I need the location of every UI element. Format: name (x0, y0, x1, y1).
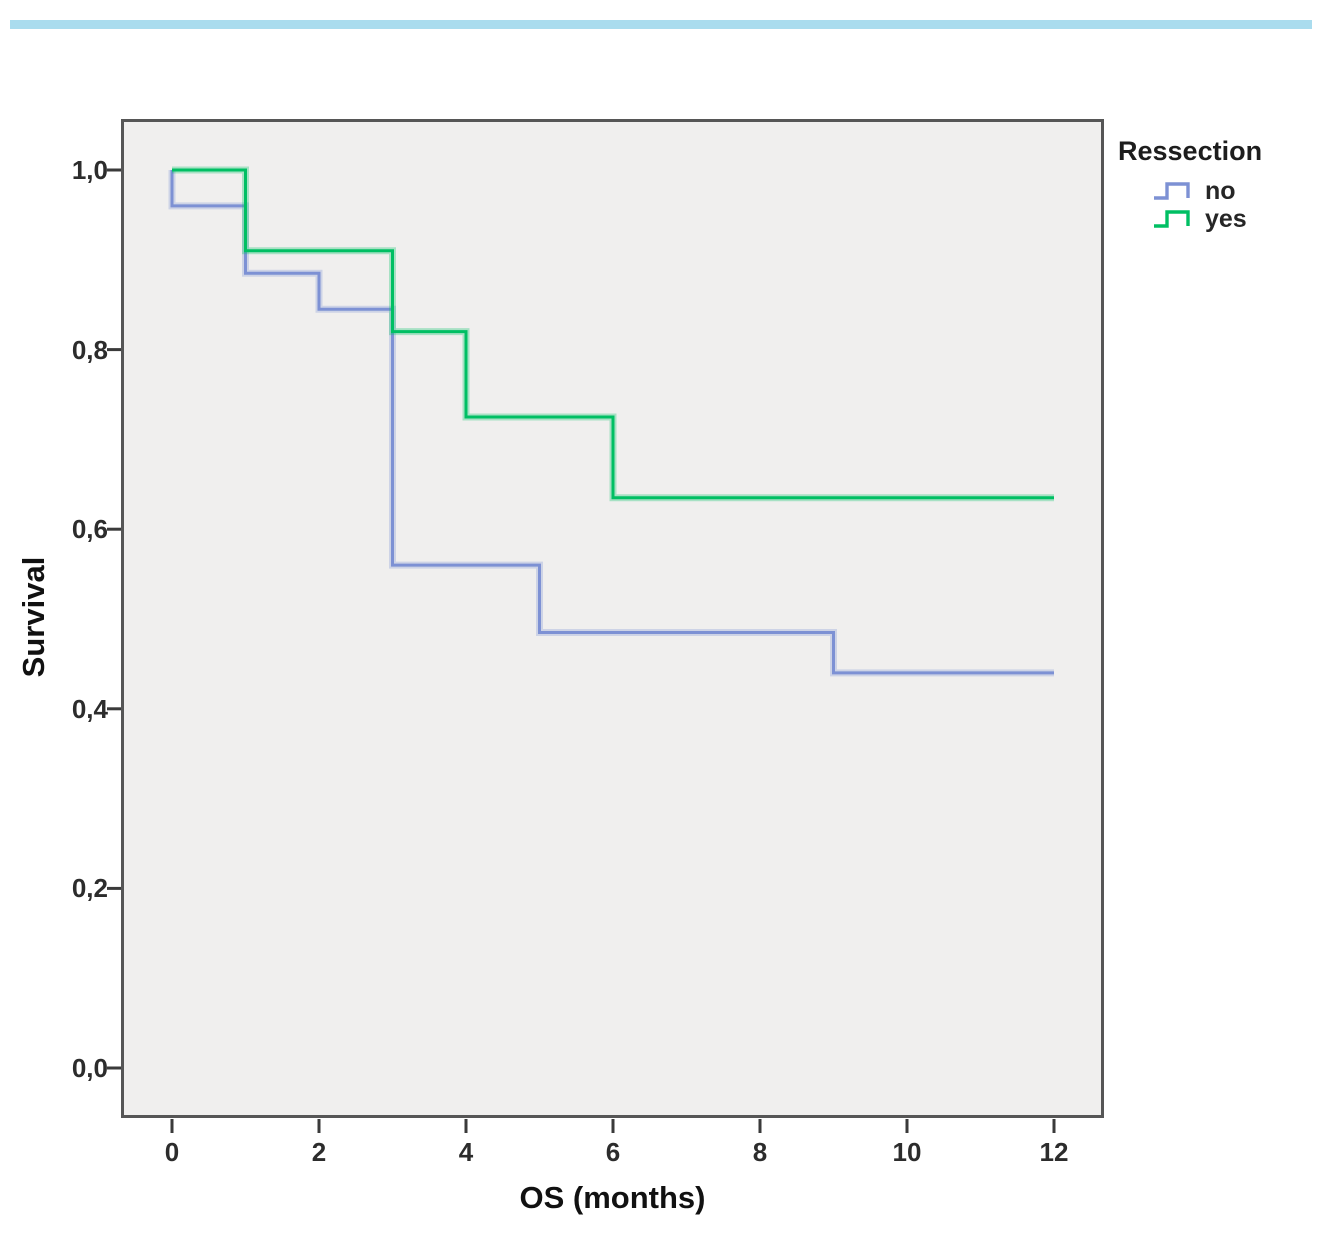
legend-title: Ressection (1118, 136, 1263, 166)
x-tick-label: 4 (458, 1137, 474, 1167)
x-tick-label: 8 (752, 1137, 768, 1167)
legend-item-yes: yes (1152, 205, 1318, 233)
y-tick-label: 0,8 (71, 334, 108, 365)
x-tick-label: 10 (892, 1137, 922, 1167)
legend-label-yes: yes (1205, 205, 1247, 233)
x-tick-label: 12 (1039, 1137, 1069, 1167)
y-tick-label: 0,2 (71, 873, 108, 904)
x-tick-label: 2 (311, 1137, 327, 1167)
x-axis-title: OS (months) (519, 1180, 706, 1215)
plot-area (121, 119, 1104, 1118)
x-tick-label: 6 (605, 1137, 621, 1167)
legend-item-no: no (1152, 177, 1318, 205)
top-accent-bar (10, 20, 1312, 29)
y-tick-label: 1,0 (71, 155, 108, 185)
y-tick-label: 0,6 (71, 514, 108, 545)
y-tick-label: 0,0 (71, 1053, 108, 1083)
x-tick-label: 0 (164, 1137, 180, 1167)
y-tick-label: 0,4 (71, 693, 108, 724)
legend-label-no: no (1205, 177, 1236, 205)
legend-step-glyph-no (1154, 182, 1190, 200)
legend: Ressection no yes (1118, 136, 1318, 233)
legend-step-glyph-yes (1154, 210, 1190, 228)
legend-items: no yes (1152, 177, 1318, 233)
y-axis-title: Survival (16, 556, 51, 678)
